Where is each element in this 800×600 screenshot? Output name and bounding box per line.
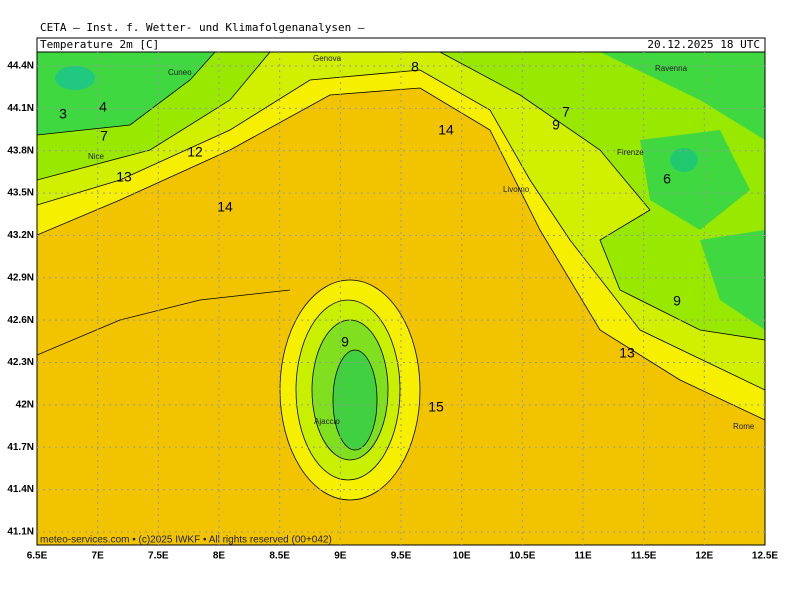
- city-label: Genova: [313, 54, 342, 63]
- cold-spot: [670, 148, 698, 172]
- green-zone: [37, 52, 765, 330]
- x-axis-label: 10E: [453, 551, 471, 562]
- y-axis-label: 41.1N: [7, 527, 34, 538]
- variable-label: Temperature 2m [C]: [40, 38, 159, 51]
- contour-label: 13: [116, 169, 132, 185]
- x-axis-label: 8.5E: [269, 551, 290, 562]
- x-axis-label: 10.5E: [509, 551, 535, 562]
- x-axis-label: 11E: [574, 551, 592, 562]
- city-label: Nice: [88, 152, 105, 161]
- contour-label: 4: [99, 99, 107, 115]
- x-axis-label: 7.5E: [148, 551, 169, 562]
- x-axis-label: 12E: [695, 551, 713, 562]
- city-label: Cuneo: [168, 68, 192, 77]
- contour-label: 14: [217, 199, 233, 215]
- y-axis-label: 42.3N: [7, 357, 34, 368]
- x-axis-label: 7E: [92, 551, 105, 562]
- x-axis-label: 9.5E: [391, 551, 412, 562]
- contour-label: 7: [562, 104, 570, 120]
- x-axis-label: 11.5E: [631, 551, 657, 562]
- y-axis-label: 41.7N: [7, 442, 34, 453]
- city-label: Firenze: [617, 148, 644, 157]
- footer-credit: meteo-services.com • (c)2025 IWKF • All …: [40, 535, 332, 546]
- x-axis-label: 9E: [334, 551, 347, 562]
- valid-time: 20.12.2025 18 UTC: [647, 38, 760, 51]
- contour-label: 13: [619, 345, 635, 361]
- header-title: CETA — Inst. f. Wetter- und Klimafolgena…: [40, 21, 365, 34]
- contour-label: 9: [341, 334, 349, 350]
- y-axis-label: 42.6N: [7, 315, 34, 326]
- contour-label: 9: [552, 117, 560, 133]
- contour-label: 7: [100, 128, 108, 144]
- y-axis-label: 42.9N: [7, 272, 34, 283]
- cold-spot: [55, 66, 95, 90]
- y-axis-label: 44.1N: [7, 103, 34, 114]
- y-axis-label: 44.4N: [7, 61, 34, 72]
- x-axis-label: 6.5E: [27, 551, 48, 562]
- city-label: Livorno: [503, 185, 530, 194]
- contour-label: 15: [428, 399, 444, 415]
- contour-label: 9: [673, 293, 681, 309]
- x-axis-label: 12.5E: [752, 551, 778, 562]
- city-label: Ravenna: [655, 64, 688, 73]
- contour-label: 14: [438, 122, 454, 138]
- contour-label: 6: [663, 171, 671, 187]
- city-label: Ajaccio: [314, 417, 340, 426]
- y-axis-label: 43.2N: [7, 230, 34, 241]
- y-axis-label: 41.4N: [7, 484, 34, 495]
- city-label: Rome: [733, 422, 755, 431]
- y-axis-label: 43.5N: [7, 188, 34, 199]
- y-axis-label: 43.8N: [7, 145, 34, 156]
- x-axis-label: 8E: [213, 551, 226, 562]
- contour-label: 8: [411, 59, 419, 75]
- contour-label: 3: [59, 106, 67, 122]
- y-axis-label: 42N: [16, 400, 34, 411]
- corsica-core: [333, 350, 377, 450]
- contour-label: 12: [187, 144, 203, 160]
